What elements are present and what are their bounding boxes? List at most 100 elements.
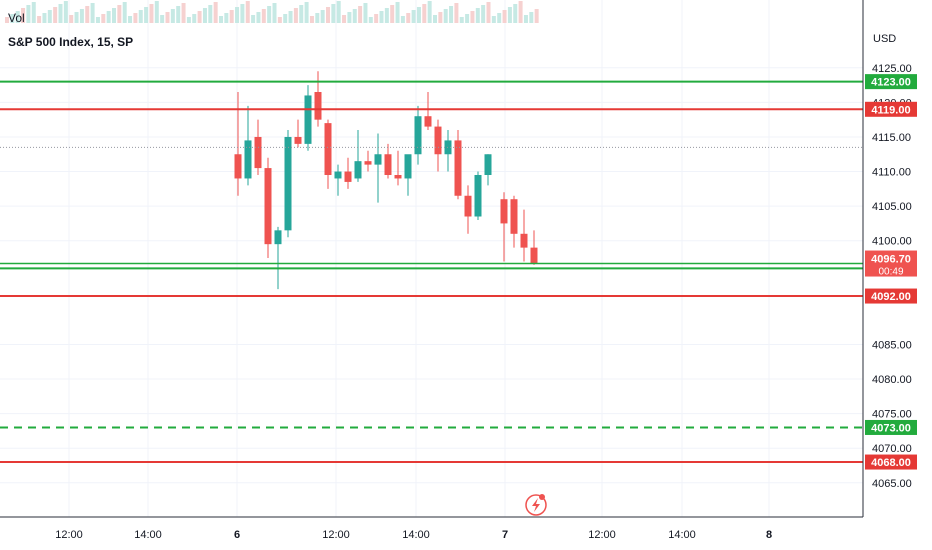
candle	[344, 157, 352, 189]
candle	[404, 154, 412, 196]
volume-bar	[507, 7, 512, 23]
volume-bar	[390, 5, 395, 23]
level-badge-label: 4119.00	[871, 104, 910, 116]
time-tick-label: 12:00	[322, 529, 350, 541]
volume-bar	[69, 15, 74, 23]
volume-bar	[288, 11, 293, 23]
volume-bar	[95, 17, 100, 23]
candle-body	[304, 95, 312, 144]
candle-body	[464, 195, 472, 217]
candle	[354, 130, 362, 182]
volume-bar	[491, 16, 496, 23]
volume-bar	[149, 4, 154, 23]
volume-bar	[299, 5, 304, 23]
level-badge-label: 4123.00	[871, 77, 911, 89]
volume-bar	[481, 5, 486, 23]
volume-bar	[219, 16, 223, 23]
volume-bar	[379, 11, 384, 23]
candle-body	[324, 123, 332, 175]
price-tick-label: 4085.00	[872, 339, 912, 351]
volume-bar	[138, 10, 143, 23]
volume-bar	[154, 1, 159, 23]
volume-bar	[518, 1, 523, 23]
volume-label: Vol	[8, 11, 25, 25]
currency-label: USD	[873, 33, 897, 45]
candle	[500, 192, 508, 262]
candle	[530, 230, 538, 265]
candle-body	[284, 136, 292, 231]
candle	[374, 133, 382, 203]
volume-bar	[416, 7, 421, 23]
volume-bar	[176, 6, 181, 23]
candle	[384, 143, 392, 179]
price-tick-label: 4115.00	[872, 132, 911, 144]
volume-bar	[320, 10, 325, 23]
time-tick-label: 12:00	[55, 529, 83, 541]
volume-bar	[523, 15, 528, 23]
volume-bar	[293, 8, 298, 23]
candle	[474, 171, 482, 220]
volume-bar	[384, 8, 389, 23]
volume-bar	[165, 12, 170, 23]
volume-bar	[101, 14, 106, 23]
level-badge-bg	[865, 74, 917, 90]
time-tick-label: 8	[766, 529, 772, 541]
volume-bar	[197, 11, 202, 23]
volume-bar	[202, 8, 207, 23]
volume-bars	[5, 1, 539, 23]
candle-body	[364, 161, 372, 165]
time-tick-label: 14:00	[668, 529, 696, 541]
volume-bar	[513, 4, 518, 23]
volume-bar	[170, 9, 175, 23]
time-tick-label: 12:00	[588, 529, 616, 541]
price-tick-label: 4070.00	[872, 443, 912, 455]
price-tick-label: 4125.00	[872, 63, 912, 75]
symbol-title[interactable]: S&P 500 Index, 15, SP	[8, 35, 134, 49]
volume-bar	[74, 12, 79, 23]
volume-bar	[433, 15, 437, 23]
volume-bar	[438, 12, 443, 23]
volume-bar	[106, 11, 111, 23]
volume-bar	[112, 8, 116, 23]
volume-bar	[304, 2, 309, 23]
time-tick-label: 7	[502, 529, 508, 541]
candle-body	[404, 154, 412, 179]
volume-bar	[352, 9, 357, 23]
volume-bar	[192, 14, 197, 23]
volume-bar	[117, 5, 122, 23]
price-tick-label: 4110.00	[872, 167, 911, 179]
candle	[324, 119, 332, 189]
candle	[304, 85, 312, 151]
candle-body	[510, 199, 518, 234]
price-tick-label: 4075.00	[872, 409, 912, 421]
volume-bar	[363, 3, 368, 23]
volume-bar	[395, 2, 400, 23]
candle	[484, 154, 492, 186]
volume-bar	[26, 5, 31, 23]
volume-bar	[454, 3, 459, 23]
volume-bar	[10, 14, 15, 23]
volume-bar	[181, 3, 186, 23]
volume-bar	[85, 6, 90, 23]
candle-body	[244, 140, 252, 179]
volume-bar	[368, 17, 373, 23]
volume-bar	[497, 13, 502, 23]
volume-bar	[427, 1, 432, 23]
candle	[294, 119, 302, 148]
volume-bar	[534, 9, 539, 23]
volume-bar	[326, 7, 330, 23]
volume-bar	[256, 12, 261, 23]
candle-body	[520, 233, 528, 248]
volume-bar	[315, 13, 320, 23]
volume-bar	[63, 1, 68, 23]
volume-bar	[283, 14, 288, 23]
volume-bar	[459, 17, 464, 23]
candle-body	[334, 171, 342, 179]
candle-body	[234, 154, 242, 179]
candle-body	[474, 175, 482, 217]
level-badge-label: 4068.00	[871, 457, 911, 469]
price-tick-label: 4065.00	[872, 478, 912, 490]
countdown-label: 00:49	[878, 267, 903, 278]
volume-bar	[42, 13, 47, 23]
